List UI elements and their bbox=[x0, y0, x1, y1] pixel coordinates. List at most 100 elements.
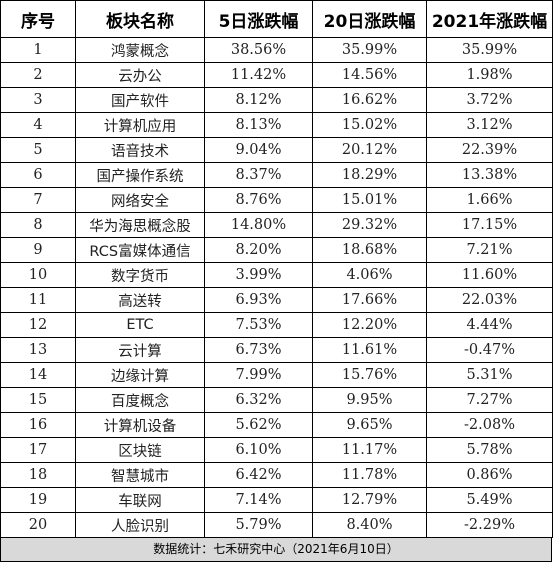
cell-index: 9 bbox=[0, 237, 76, 263]
cell-2021-change: 3.72% bbox=[426, 87, 553, 113]
cell-index: 18 bbox=[0, 462, 76, 488]
table-row: 12 ETC 7.53% 12.20% 4.44% bbox=[0, 312, 553, 338]
table-body: 1 鸿蒙概念 38.56% 35.99% 35.99% 2 云办公 11.42% 14.56% 1… bbox=[0, 37, 553, 538]
table-row: 15 百度概念 6.32% 9.95% 7.27% bbox=[0, 387, 553, 413]
cell-20day-change: 11.17% bbox=[312, 437, 427, 463]
cell-sector-name: 国产软件 bbox=[75, 87, 205, 113]
cell-sector-name: 计算机应用 bbox=[75, 112, 205, 138]
cell-index: 2 bbox=[0, 62, 76, 88]
cell-5day-change: 6.42% bbox=[204, 462, 313, 488]
cell-2021-change: 17.15% bbox=[426, 212, 553, 238]
cell-20day-change: 29.32% bbox=[312, 212, 427, 238]
table-row: 1 鸿蒙概念 38.56% 35.99% 35.99% bbox=[0, 37, 553, 63]
table-row: 5 语音技术 9.04% 20.12% 22.39% bbox=[0, 137, 553, 163]
table-header: 序号 板块名称 5日涨跌幅 20日涨跌幅 2021年涨跌幅 bbox=[0, 0, 553, 38]
cell-5day-change: 5.62% bbox=[204, 412, 313, 438]
cell-5day-change: 8.12% bbox=[204, 87, 313, 113]
table-row: 18 智慧城市 6.42% 11.78% 0.86% bbox=[0, 462, 553, 488]
header-index: 序号 bbox=[0, 0, 76, 38]
cell-5day-change: 6.10% bbox=[204, 437, 313, 463]
cell-20day-change: 15.01% bbox=[312, 187, 427, 213]
cell-2021-change: -2.08% bbox=[426, 412, 553, 438]
cell-sector-name: 鸿蒙概念 bbox=[75, 37, 205, 63]
cell-sector-name: 区块链 bbox=[75, 437, 205, 463]
cell-20day-change: 14.56% bbox=[312, 62, 427, 88]
cell-2021-change: 3.12% bbox=[426, 112, 553, 138]
cell-5day-change: 6.73% bbox=[204, 337, 313, 363]
cell-2021-change: 5.78% bbox=[426, 437, 553, 463]
cell-sector-name: 云办公 bbox=[75, 62, 205, 88]
cell-sector-name: ETC bbox=[75, 312, 205, 338]
cell-index: 8 bbox=[0, 212, 76, 238]
cell-sector-name: 华为海思概念股 bbox=[75, 212, 205, 238]
cell-index: 20 bbox=[0, 512, 76, 538]
table-row: 14 边缘计算 7.99% 15.76% 5.31% bbox=[0, 362, 553, 388]
table-row: 20 人脸识别 5.79% 8.40% -2.29% bbox=[0, 512, 553, 538]
cell-index: 6 bbox=[0, 162, 76, 188]
cell-5day-change: 7.53% bbox=[204, 312, 313, 338]
cell-20day-change: 4.06% bbox=[312, 262, 427, 288]
cell-2021-change: 11.60% bbox=[426, 262, 553, 288]
table-row: 9 RCS富媒体通信 8.20% 18.68% 7.21% bbox=[0, 237, 553, 263]
cell-index: 4 bbox=[0, 112, 76, 138]
cell-20day-change: 17.66% bbox=[312, 287, 427, 313]
table-row: 3 国产软件 8.12% 16.62% 3.72% bbox=[0, 87, 553, 113]
cell-20day-change: 15.76% bbox=[312, 362, 427, 388]
cell-index: 19 bbox=[0, 487, 76, 513]
cell-20day-change: 12.79% bbox=[312, 487, 427, 513]
cell-2021-change: 35.99% bbox=[426, 37, 553, 63]
cell-20day-change: 8.40% bbox=[312, 512, 427, 538]
cell-2021-change: 0.86% bbox=[426, 462, 553, 488]
cell-index: 15 bbox=[0, 387, 76, 413]
cell-2021-change: -0.47% bbox=[426, 337, 553, 363]
cell-5day-change: 8.20% bbox=[204, 237, 313, 263]
cell-index: 3 bbox=[0, 87, 76, 113]
header-row: 序号 板块名称 5日涨跌幅 20日涨跌幅 2021年涨跌幅 bbox=[0, 0, 553, 38]
cell-sector-name: RCS富媒体通信 bbox=[75, 237, 205, 263]
cell-20day-change: 9.65% bbox=[312, 412, 427, 438]
cell-20day-change: 12.20% bbox=[312, 312, 427, 338]
table-row: 19 车联网 7.14% 12.79% 5.49% bbox=[0, 487, 553, 513]
cell-20day-change: 11.61% bbox=[312, 337, 427, 363]
cell-5day-change: 3.99% bbox=[204, 262, 313, 288]
cell-index: 13 bbox=[0, 337, 76, 363]
cell-sector-name: 国产操作系统 bbox=[75, 162, 205, 188]
table-row: 8 华为海思概念股 14.80% 29.32% 17.15% bbox=[0, 212, 553, 238]
cell-2021-change: 7.21% bbox=[426, 237, 553, 263]
cell-5day-change: 14.80% bbox=[204, 212, 313, 238]
header-sector-name: 板块名称 bbox=[75, 0, 205, 38]
cell-2021-change: 4.44% bbox=[426, 312, 553, 338]
cell-2021-change: 13.38% bbox=[426, 162, 553, 188]
cell-5day-change: 7.14% bbox=[204, 487, 313, 513]
cell-sector-name: 智慧城市 bbox=[75, 462, 205, 488]
table-row: 16 计算机设备 5.62% 9.65% -2.08% bbox=[0, 412, 553, 438]
cell-sector-name: 边缘计算 bbox=[75, 362, 205, 388]
cell-5day-change: 7.99% bbox=[204, 362, 313, 388]
sector-performance-table: 序号 板块名称 5日涨跌幅 20日涨跌幅 2021年涨跌幅 1 鸿蒙概念 38.56… bbox=[0, 0, 553, 538]
cell-20day-change: 20.12% bbox=[312, 137, 427, 163]
cell-index: 7 bbox=[0, 187, 76, 213]
cell-20day-change: 18.68% bbox=[312, 237, 427, 263]
cell-2021-change: 7.27% bbox=[426, 387, 553, 413]
cell-sector-name: 计算机设备 bbox=[75, 412, 205, 438]
cell-5day-change: 5.79% bbox=[204, 512, 313, 538]
cell-20day-change: 9.95% bbox=[312, 387, 427, 413]
cell-5day-change: 8.76% bbox=[204, 187, 313, 213]
cell-5day-change: 8.37% bbox=[204, 162, 313, 188]
table-row: 17 区块链 6.10% 11.17% 5.78% bbox=[0, 437, 553, 463]
cell-5day-change: 9.04% bbox=[204, 137, 313, 163]
cell-20day-change: 15.02% bbox=[312, 112, 427, 138]
cell-sector-name: 网络安全 bbox=[75, 187, 205, 213]
cell-index: 17 bbox=[0, 437, 76, 463]
cell-2021-change: 22.03% bbox=[426, 287, 553, 313]
cell-index: 12 bbox=[0, 312, 76, 338]
cell-index: 11 bbox=[0, 287, 76, 313]
cell-20day-change: 35.99% bbox=[312, 37, 427, 63]
cell-20day-change: 16.62% bbox=[312, 87, 427, 113]
cell-2021-change: -2.29% bbox=[426, 512, 553, 538]
cell-sector-name: 百度概念 bbox=[75, 387, 205, 413]
header-5day-change: 5日涨跌幅 bbox=[204, 0, 313, 38]
header-2021-change: 2021年涨跌幅 bbox=[426, 0, 553, 38]
cell-5day-change: 6.93% bbox=[204, 287, 313, 313]
cell-sector-name: 车联网 bbox=[75, 487, 205, 513]
